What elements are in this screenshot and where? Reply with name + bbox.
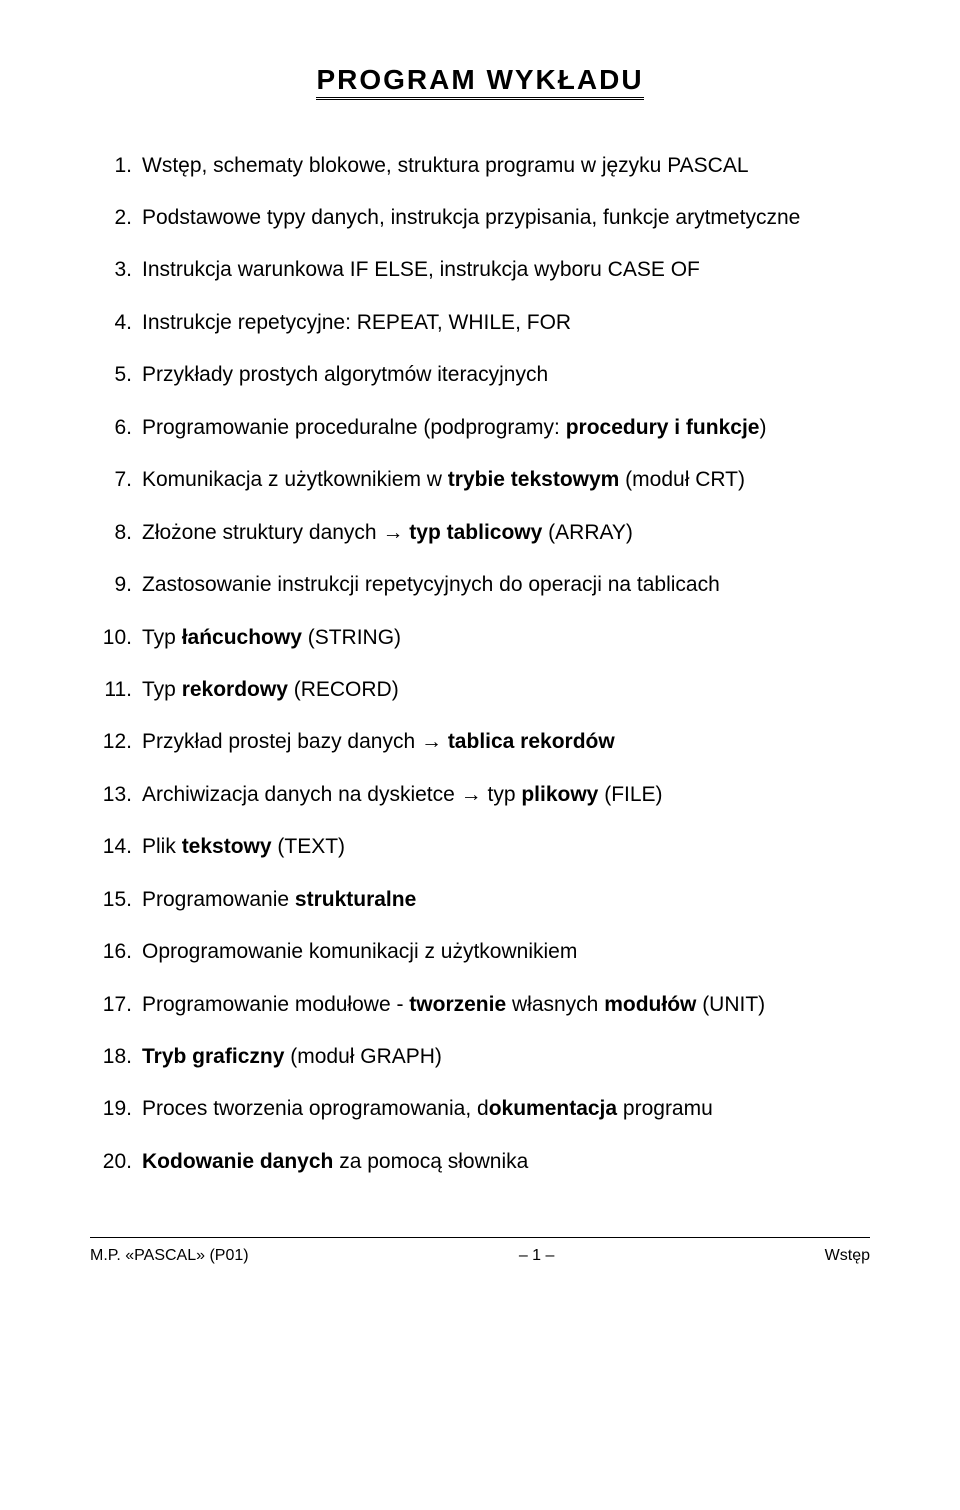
- program-list: 1.Wstęp, schematy blokowe, struktura pro…: [90, 151, 870, 1178]
- page-footer: M.P. «PASCAL» (P01) – 1 – Wstęp: [90, 1237, 870, 1267]
- footer-center: – 1 –: [519, 1244, 555, 1267]
- item-text: Typ rekordowy (RECORD): [142, 675, 870, 705]
- list-item: 1.Wstęp, schematy blokowe, struktura pro…: [90, 151, 870, 181]
- item-text: Programowanie strukturalne: [142, 885, 870, 915]
- list-item: 19.Proces tworzenia oprogramowania, doku…: [90, 1094, 870, 1124]
- item-number: 1.: [90, 151, 142, 181]
- item-number: 17.: [90, 990, 142, 1020]
- list-item: 18.Tryb graficzny (moduł GRAPH): [90, 1042, 870, 1072]
- item-text: Podstawowe typy danych, instrukcja przyp…: [142, 203, 870, 233]
- item-number: 7.: [90, 465, 142, 495]
- item-number: 8.: [90, 518, 142, 548]
- item-number: 16.: [90, 937, 142, 967]
- list-item: 3.Instrukcja warunkowa IF ELSE, instrukc…: [90, 255, 870, 285]
- item-number: 19.: [90, 1094, 142, 1124]
- list-item: 6.Programowanie proceduralne (podprogram…: [90, 413, 870, 443]
- item-number: 6.: [90, 413, 142, 443]
- item-text: Kodowanie danych za pomocą słownika: [142, 1147, 870, 1177]
- list-item: 16.Oprogramowanie komunikacji z użytkown…: [90, 937, 870, 967]
- item-number: 10.: [90, 623, 142, 653]
- item-text: Proces tworzenia oprogramowania, dokumen…: [142, 1094, 870, 1124]
- item-text: Złożone struktury danych → typ tablicowy…: [142, 518, 870, 548]
- item-number: 12.: [90, 727, 142, 757]
- list-item: 20.Kodowanie danych za pomocą słownika: [90, 1147, 870, 1177]
- item-number: 9.: [90, 570, 142, 600]
- item-text: Oprogramowanie komunikacji z użytkowniki…: [142, 937, 870, 967]
- item-text: Wstęp, schematy blokowe, struktura progr…: [142, 151, 870, 181]
- page-title: PROGRAM WYKŁADU: [90, 60, 870, 101]
- item-text: Typ łańcuchowy (STRING): [142, 623, 870, 653]
- item-text: Archiwizacja danych na dyskietce → typ p…: [142, 780, 870, 810]
- item-text: Komunikacja z użytkownikiem w trybie tek…: [142, 465, 870, 495]
- item-text: Programowanie proceduralne (podprogramy:…: [142, 413, 870, 443]
- item-text: Instrukcja warunkowa IF ELSE, instrukcja…: [142, 255, 870, 285]
- item-number: 15.: [90, 885, 142, 915]
- item-text: Plik tekstowy (TEXT): [142, 832, 870, 862]
- item-text: Instrukcje repetycyjne: REPEAT, WHILE, F…: [142, 308, 870, 338]
- list-item: 7.Komunikacja z użytkownikiem w trybie t…: [90, 465, 870, 495]
- footer-left: M.P. «PASCAL» (P01): [90, 1244, 249, 1267]
- footer-right: Wstęp: [825, 1244, 870, 1267]
- item-text: Zastosowanie instrukcji repetycyjnych do…: [142, 570, 870, 600]
- item-number: 18.: [90, 1042, 142, 1072]
- item-number: 2.: [90, 203, 142, 233]
- list-item: 17.Programowanie modułowe - tworzenie wł…: [90, 990, 870, 1020]
- item-text: Przykład prostej bazy danych → tablica r…: [142, 727, 870, 757]
- list-item: 8.Złożone struktury danych → typ tablico…: [90, 518, 870, 548]
- page-title-text: PROGRAM WYKŁADU: [316, 64, 643, 100]
- list-item: 13.Archiwizacja danych na dyskietce → ty…: [90, 780, 870, 810]
- item-text: Programowanie modułowe - tworzenie własn…: [142, 990, 870, 1020]
- list-item: 5.Przykłady prostych algorytmów iteracyj…: [90, 360, 870, 390]
- list-item: 10.Typ łańcuchowy (STRING): [90, 623, 870, 653]
- list-item: 12.Przykład prostej bazy danych → tablic…: [90, 727, 870, 757]
- item-text: Tryb graficzny (moduł GRAPH): [142, 1042, 870, 1072]
- list-item: 2.Podstawowe typy danych, instrukcja prz…: [90, 203, 870, 233]
- list-item: 14.Plik tekstowy (TEXT): [90, 832, 870, 862]
- item-number: 5.: [90, 360, 142, 390]
- list-item: 9.Zastosowanie instrukcji repetycyjnych …: [90, 570, 870, 600]
- item-number: 4.: [90, 308, 142, 338]
- list-item: 4.Instrukcje repetycyjne: REPEAT, WHILE,…: [90, 308, 870, 338]
- list-item: 11.Typ rekordowy (RECORD): [90, 675, 870, 705]
- item-text: Przykłady prostych algorytmów iteracyjny…: [142, 360, 870, 390]
- item-number: 20.: [90, 1147, 142, 1177]
- item-number: 11.: [90, 675, 142, 705]
- item-number: 13.: [90, 780, 142, 810]
- item-number: 14.: [90, 832, 142, 862]
- item-number: 3.: [90, 255, 142, 285]
- list-item: 15.Programowanie strukturalne: [90, 885, 870, 915]
